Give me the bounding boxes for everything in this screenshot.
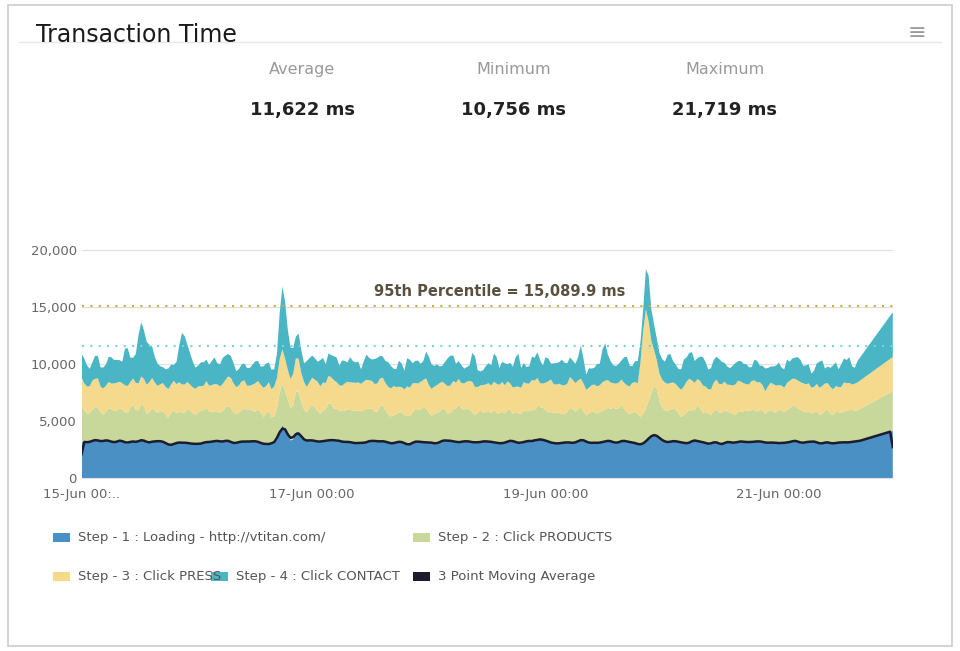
Text: Average: Average — [269, 62, 336, 77]
Text: Step - 4 : Click CONTACT: Step - 4 : Click CONTACT — [236, 570, 400, 583]
Text: Minimum: Minimum — [476, 62, 551, 77]
Text: ≡: ≡ — [908, 23, 926, 43]
Text: Step - 3 : Click PRESS: Step - 3 : Click PRESS — [78, 570, 221, 583]
Text: 95th Percentile = 15,089.9 ms: 95th Percentile = 15,089.9 ms — [373, 284, 625, 299]
Text: 11,622 ms: 11,622 ms — [250, 101, 355, 119]
Text: Step - 2 : Click PRODUCTS: Step - 2 : Click PRODUCTS — [438, 531, 612, 544]
Text: Maximum: Maximum — [685, 62, 764, 77]
Text: 21,719 ms: 21,719 ms — [672, 101, 778, 119]
Text: Step - 1 : Loading - http://vtitan.com/: Step - 1 : Loading - http://vtitan.com/ — [78, 531, 325, 544]
Text: 10,756 ms: 10,756 ms — [461, 101, 566, 119]
Text: Transaction Time: Transaction Time — [36, 23, 237, 47]
Text: 3 Point Moving Average: 3 Point Moving Average — [438, 570, 595, 583]
